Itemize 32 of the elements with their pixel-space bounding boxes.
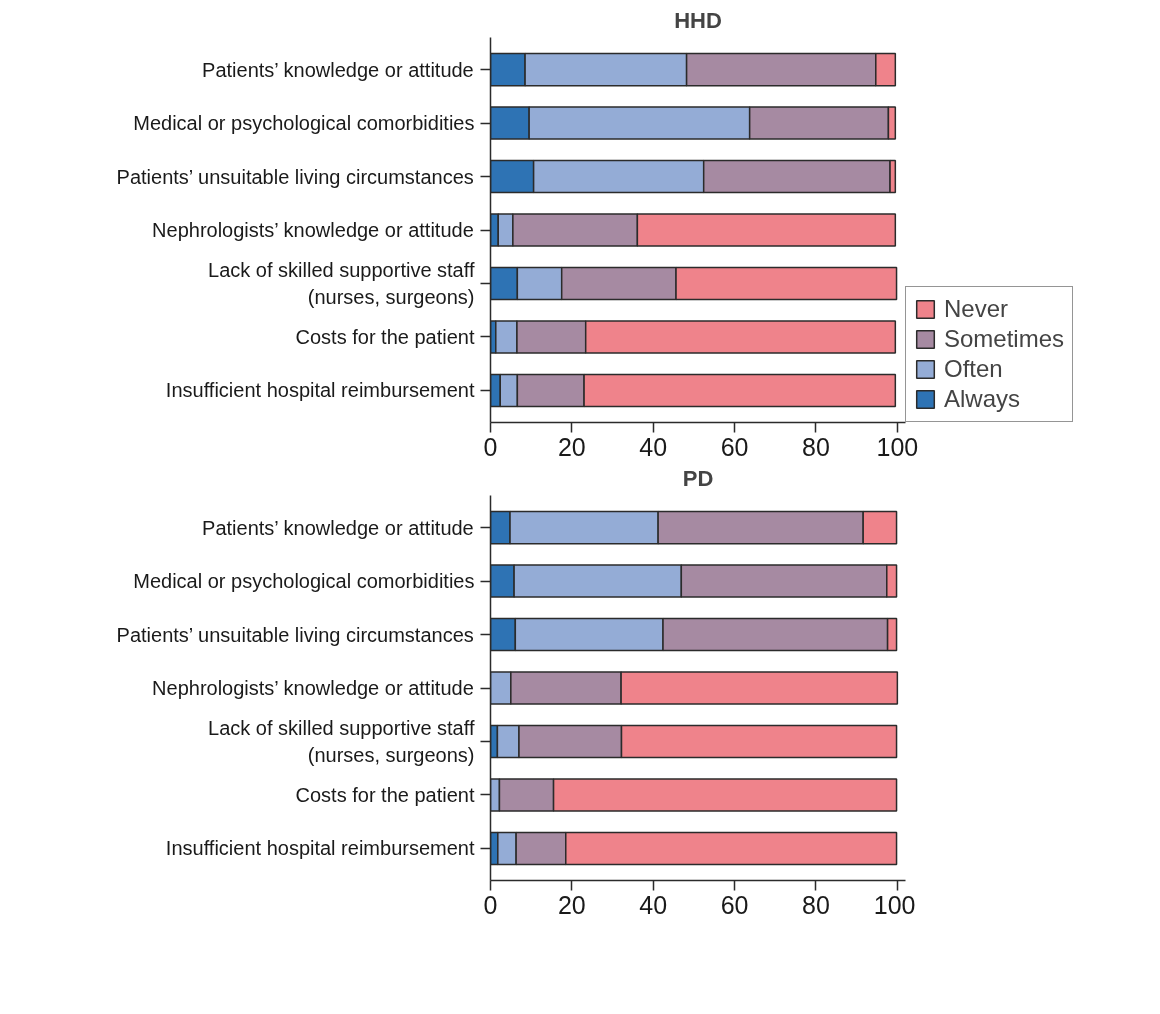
x-tick-label: 0 [483,432,498,461]
x-tick-label: 60 [720,432,749,461]
legend-label: Sometimes [944,325,1065,353]
x-tick-label: 40 [639,890,668,919]
y-tick-label: Medical or psychological comorbidities [133,112,475,135]
x-tick-label: 80 [802,890,830,919]
x-tick-label: 20 [557,432,586,461]
x-tick-label: 20 [557,890,586,919]
y-tick-label: Nephrologists’ knowledge or attitude [152,219,474,241]
y-tick-label: Patients’ unsuitable living circumstances [116,623,474,646]
x-tick-label: 0 [483,890,498,919]
y-tick-label: Costs for the patient [295,783,475,806]
x-tick-label: 100 [876,432,919,461]
legend-label: Never [944,295,1009,323]
x-tick-label: 60 [720,890,749,919]
y-tick-label: Insufficient hospital reimbursement [165,837,475,860]
y-tick-label: Lack of skilled supportive staff (nurses, surgeons) [208,717,475,766]
y-tick-label: Lack of skilled supportive staff (nurses, surgeons) [208,259,475,308]
y-tick-label: Patients’ unsuitable living circumstances [116,165,474,188]
chart-title: HHD [674,7,722,33]
y-tick-label: Medical or psychological comorbidities [133,570,475,593]
y-tick-label: Costs for the patient [295,325,475,348]
x-tick-label: 80 [802,432,830,461]
y-tick-label: Patients’ knowledge or attitude [202,516,474,539]
chart-title: PD [682,465,714,491]
y-tick-label: Patients’ knowledge or attitude [202,58,474,81]
x-tick-label: 40 [639,432,668,461]
y-tick-label: Nephrologists’ knowledge or attitude [152,677,474,699]
legend-label: Often [944,355,1003,383]
legend-label: Always [944,385,1021,413]
x-tick-label: 100 [873,890,916,919]
y-tick-label: Insufficient hospital reimbursement [165,379,475,402]
